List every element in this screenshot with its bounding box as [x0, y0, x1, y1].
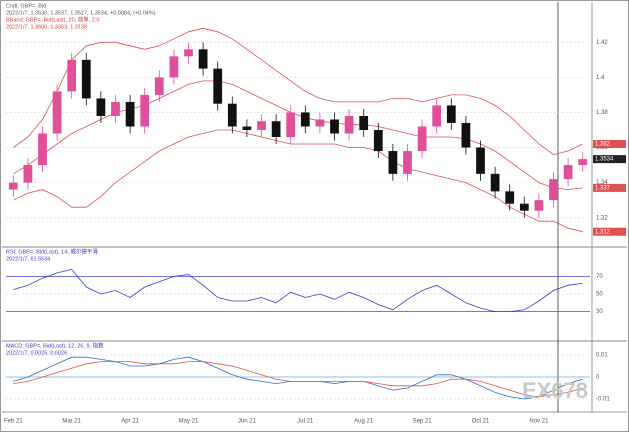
candle-body — [213, 68, 223, 104]
y-tick-label: 70 — [596, 274, 603, 280]
candle-body — [505, 191, 515, 204]
value-label: 1.337 — [595, 185, 611, 191]
candle-body — [344, 115, 354, 134]
candle-body — [169, 56, 179, 78]
candle-body — [96, 98, 106, 116]
candle-body — [154, 77, 164, 95]
candle-body — [359, 115, 369, 130]
x-tick-label: Aug 21 — [354, 419, 374, 425]
value-label-bg — [593, 155, 626, 164]
candle-body — [330, 119, 339, 134]
x-tick-label: Feb 21 — [4, 419, 23, 425]
candle-body — [519, 203, 529, 211]
band-middle — [13, 80, 583, 191]
y-tick-label: 1.32 — [596, 215, 608, 221]
candle-body — [432, 105, 442, 127]
candle-body — [23, 165, 33, 183]
panel-subtitle: 2022/1/7, 61.5534 — [6, 256, 50, 262]
candle-body — [140, 94, 150, 127]
value-label-bg — [593, 183, 626, 192]
y-tick-label: 1.42 — [596, 40, 608, 46]
candle-body — [549, 179, 558, 201]
panel-subtitle: 2022/1/7, 1.3530, 1.3537, 1.3527, 1.3534… — [6, 10, 156, 16]
candle-body — [563, 165, 573, 180]
value-label-bg — [593, 227, 626, 236]
x-tick-label: Nov 21 — [529, 419, 549, 425]
x-tick-label: Oct 21 — [472, 419, 490, 425]
candle-body — [403, 151, 412, 174]
candle-body — [271, 121, 281, 138]
value-label: 1.312 — [595, 229, 611, 235]
y-tick-label: 1.4 — [596, 75, 605, 81]
series-line — [13, 361, 583, 398]
panel-title: Cndl; GBP=, Bid — [6, 3, 46, 9]
candle-body — [315, 119, 325, 127]
value-label: 1.362 — [595, 142, 611, 148]
y-tick-label: 1.38 — [596, 110, 608, 116]
candle-body — [67, 59, 77, 92]
candle-body — [227, 103, 237, 127]
panel-subtitle: 2022/1/7, 0.0026, 0.0026 — [6, 350, 67, 356]
y-tick-label: 50 — [596, 292, 603, 298]
candle-body — [476, 147, 485, 174]
watermark: EX678 — [522, 378, 588, 403]
x-tick-label: Sep 21 — [413, 419, 433, 425]
candle-body — [490, 173, 500, 192]
candle-body — [38, 133, 47, 166]
candle-body — [8, 182, 18, 190]
y-tick-label: 0.01 — [596, 353, 608, 359]
candle-body — [198, 49, 208, 69]
panel-title: MACD; GBP=, Bid(Last), 12, 26, 9, 指数 — [6, 341, 104, 349]
candle-body — [373, 130, 383, 152]
candle-body — [388, 151, 398, 174]
candle-body — [184, 49, 193, 57]
candle-body — [461, 122, 471, 148]
overlay-name: BBand; GBP=, Bid(Last), 20, 简单, 2.0 — [6, 15, 99, 23]
x-tick-label: Mar 21 — [62, 419, 81, 425]
value-label-bg — [593, 140, 626, 149]
x-tick-label: May 21 — [179, 419, 199, 425]
y-tick-label: 1.36 — [596, 145, 608, 151]
candle-body — [257, 121, 266, 130]
candle-body — [286, 112, 296, 138]
band-lower — [13, 129, 583, 233]
candle-body — [534, 200, 544, 211]
x-tick-label: Apr 21 — [121, 419, 139, 425]
y-tick-label: 1.34 — [596, 180, 608, 186]
candle-body — [81, 59, 91, 99]
x-tick-label: Jul 21 — [297, 419, 314, 425]
overlay-label: 2022/1/7, 1.3600, 1.3353, 1.3138 — [6, 24, 87, 30]
y-tick-label: 0 — [596, 375, 600, 381]
candle-body — [300, 112, 310, 127]
y-tick-label: 30 — [596, 309, 603, 315]
panel-title: RSI; GBP=, Bid(Last), 14, 威尔德平滑 — [6, 247, 98, 255]
candle-body — [446, 105, 456, 123]
candle-body — [125, 101, 135, 127]
x-tick-label: Jun 21 — [238, 419, 257, 425]
candle-body — [242, 126, 252, 130]
series-line — [13, 268, 583, 312]
candle-body — [52, 91, 62, 134]
candle-body — [417, 126, 427, 152]
value-label: 1.3534 — [595, 157, 614, 163]
candle-body — [578, 159, 588, 166]
band-upper — [13, 27, 583, 156]
y-tick-label: -0.01 — [596, 397, 610, 403]
candle-body — [111, 101, 120, 116]
